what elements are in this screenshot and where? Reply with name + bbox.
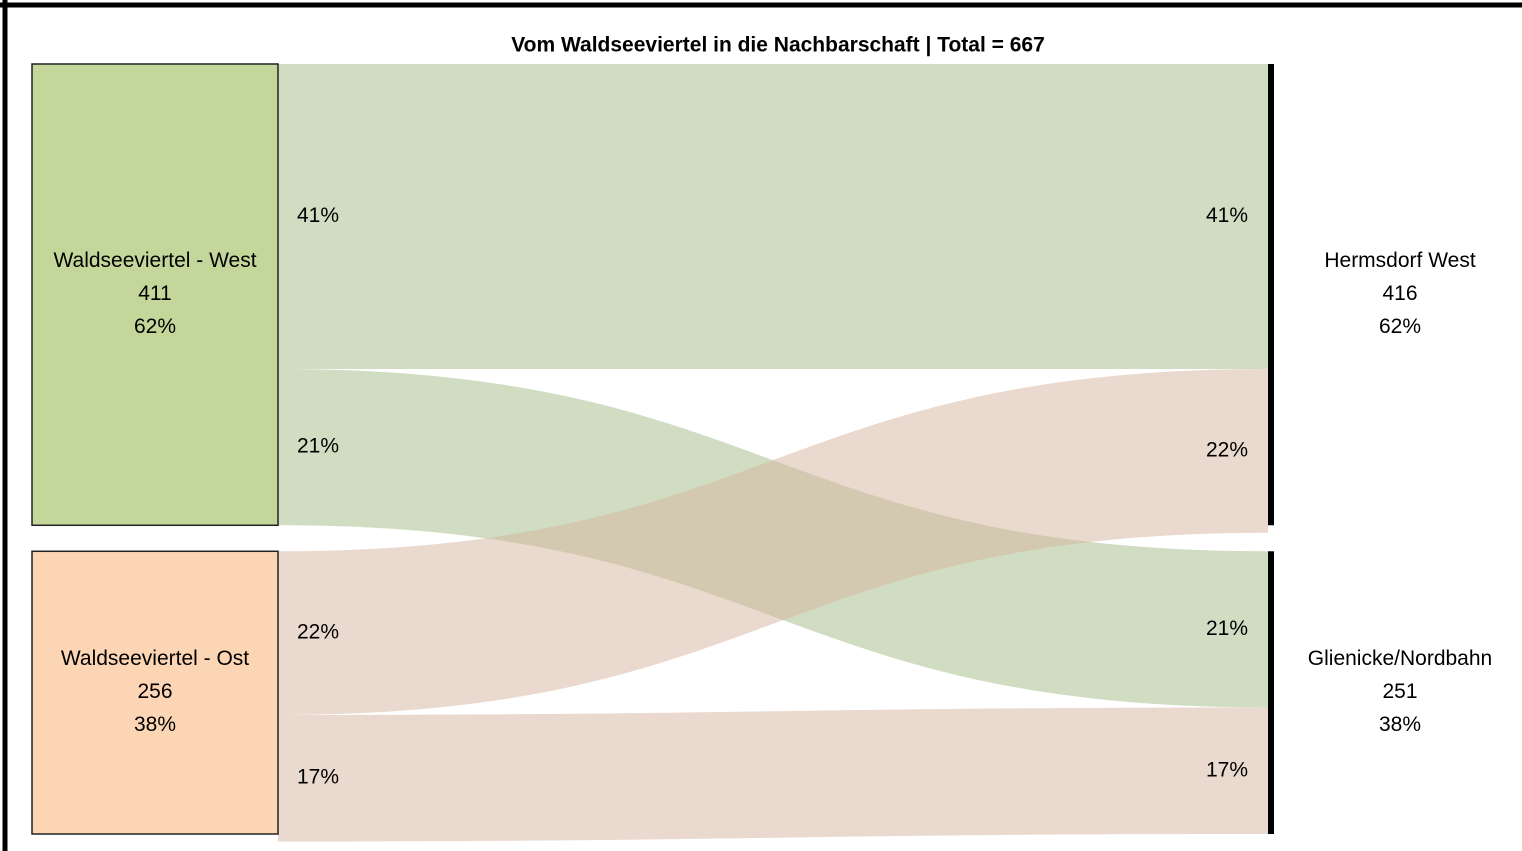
source-node [31, 63, 279, 527]
target-node [1268, 551, 1274, 834]
source-name: Waldseeviertel - Ost [61, 647, 249, 670]
source-share: 38% [134, 713, 176, 736]
flow-label-left: 17% [297, 766, 339, 789]
source-share: 62% [134, 315, 176, 338]
flow-label-right: 21% [1206, 617, 1248, 640]
target-count: 416 [1382, 282, 1417, 305]
target-name: Glienicke/Nordbahn [1308, 647, 1492, 670]
flow-label-left: 21% [297, 435, 339, 458]
flow-label-right: 41% [1206, 204, 1248, 227]
source-name: Waldseeviertel - West [53, 249, 256, 272]
flow-label-right: 22% [1206, 438, 1248, 461]
target-share: 38% [1379, 713, 1421, 736]
source-count: 411 [138, 282, 171, 305]
flow-label-right: 17% [1206, 758, 1248, 781]
chart-title: Vom Waldseeviertel in die Nachbarschaft … [511, 34, 1045, 57]
target-share: 62% [1379, 315, 1421, 338]
target-node [1268, 64, 1274, 526]
source-node [31, 550, 279, 835]
target-name: Hermsdorf West [1324, 249, 1475, 272]
flow [278, 707, 1268, 842]
source-count: 256 [137, 680, 172, 703]
target-count: 251 [1382, 680, 1417, 703]
flow [278, 64, 1268, 370]
flow [278, 369, 1268, 715]
flow-label-left: 41% [297, 204, 339, 227]
flow-label-left: 22% [297, 621, 339, 644]
